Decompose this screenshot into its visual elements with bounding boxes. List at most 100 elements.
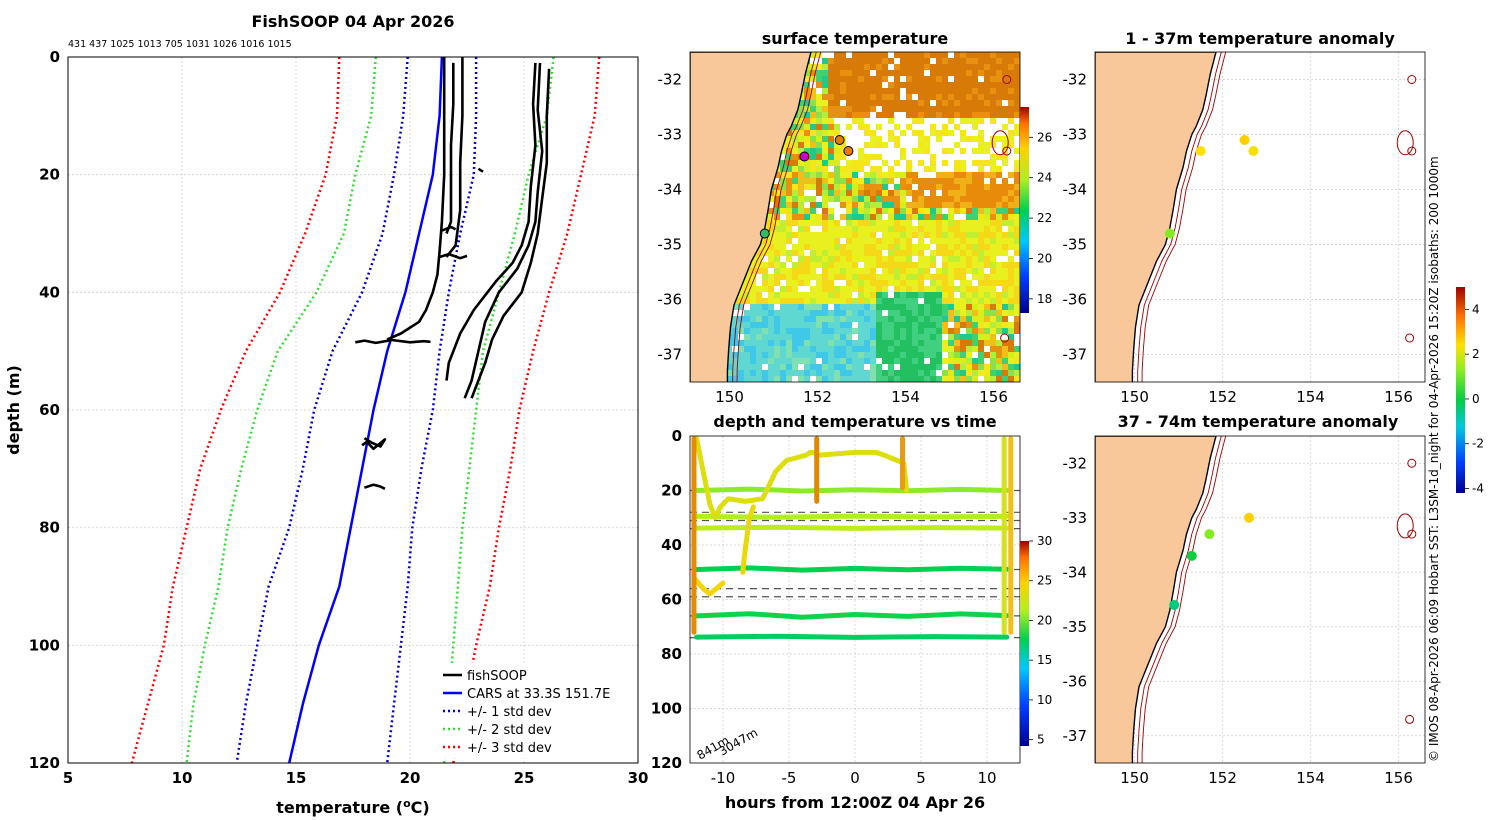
sst-cell	[954, 310, 960, 316]
sst-cell	[816, 334, 822, 340]
sst-cell	[834, 370, 840, 376]
sst-cell	[840, 286, 846, 292]
sst-cell	[762, 310, 768, 316]
sst-cell	[966, 286, 972, 292]
sst-cell	[912, 58, 918, 64]
sst-cell	[954, 118, 960, 124]
sst-cell	[978, 358, 984, 364]
temperature-track	[694, 611, 1010, 620]
sst-cell	[924, 256, 930, 262]
sst-cell	[774, 244, 780, 250]
sst-cell	[816, 130, 822, 136]
sst-cell	[786, 262, 792, 268]
sst-cell	[972, 112, 978, 118]
sst-cell	[990, 160, 996, 166]
sst-cell	[846, 274, 852, 280]
sst-cell	[1002, 280, 1008, 286]
sst-cell	[894, 286, 900, 292]
y-tick-label: 40	[661, 536, 682, 554]
sst-cell	[936, 328, 942, 334]
sst-cell	[1014, 64, 1020, 70]
sst-cell	[924, 82, 930, 88]
sst-cell	[978, 262, 984, 268]
y-tick-label: 100	[651, 700, 682, 718]
sst-cell	[852, 346, 858, 352]
sst-cell	[936, 64, 942, 70]
sst-cell	[834, 334, 840, 340]
sst-cell	[852, 376, 858, 382]
sst-cell	[912, 316, 918, 322]
sst-cell	[768, 226, 774, 232]
sst-cell	[774, 274, 780, 280]
sst-cell	[816, 190, 822, 196]
sst-cell	[888, 304, 894, 310]
x-tick-label: -10	[711, 769, 736, 787]
sst-cell	[984, 364, 990, 370]
sst-cell	[966, 130, 972, 136]
sst-cell	[780, 298, 786, 304]
time-xlabel: hours from 12:00Z 04 Apr 26	[725, 793, 985, 812]
sst-cell	[978, 154, 984, 160]
bathy-label-3047: 3047m	[717, 725, 761, 758]
sst-cell	[816, 100, 822, 106]
sst-cell	[834, 322, 840, 328]
sst-cell	[954, 292, 960, 298]
sst-cell	[966, 70, 972, 76]
sst-cell	[768, 376, 774, 382]
sst-cell	[996, 244, 1002, 250]
sst-cell	[834, 160, 840, 166]
sst-cell	[900, 154, 906, 160]
sst-cell	[906, 346, 912, 352]
sst-cell	[870, 316, 876, 322]
sst-cell	[930, 358, 936, 364]
sst-cell	[846, 292, 852, 298]
sst-cell	[1014, 238, 1020, 244]
sst-cell	[990, 340, 996, 346]
sst-cell	[924, 220, 930, 226]
sst-cell	[846, 94, 852, 100]
sst-cell	[846, 184, 852, 190]
sst-cell	[996, 370, 1002, 376]
sst-cell	[810, 262, 816, 268]
sst-cell	[852, 286, 858, 292]
sst-cell	[888, 64, 894, 70]
sst-cell	[852, 238, 858, 244]
sst-cell	[810, 64, 816, 70]
sst-cell	[1002, 154, 1008, 160]
sst-cell	[732, 310, 738, 316]
sst-cell	[750, 334, 756, 340]
sst-cell	[1014, 292, 1020, 298]
sst-cell	[774, 256, 780, 262]
sst-cell	[750, 274, 756, 280]
sst-cell	[960, 268, 966, 274]
sst-cell	[870, 214, 876, 220]
sst-cell	[960, 220, 966, 226]
sst-cell	[822, 58, 828, 64]
temperature-track	[694, 486, 1010, 494]
sst-cell	[726, 376, 732, 382]
sst-cell	[744, 358, 750, 364]
sst-cell	[858, 376, 864, 382]
sst-cell	[852, 166, 858, 172]
sst-cell	[864, 130, 870, 136]
sst-cell	[900, 172, 906, 178]
sst-cell	[978, 124, 984, 130]
sst-cell	[960, 184, 966, 190]
sst-cell	[948, 208, 954, 214]
sst-cell	[816, 76, 822, 82]
sst-cell	[960, 106, 966, 112]
x-tick-label: 15	[286, 769, 307, 787]
sst-cell	[786, 172, 792, 178]
sst-cell	[960, 178, 966, 184]
sst-cell	[876, 262, 882, 268]
sst-cell	[990, 346, 996, 352]
sst-cell	[906, 64, 912, 70]
sst-cell	[804, 238, 810, 244]
sst-cell	[732, 340, 738, 346]
sst-cell	[864, 88, 870, 94]
sst-cell	[780, 160, 786, 166]
sst-cell	[756, 328, 762, 334]
sst-cell	[942, 334, 948, 340]
sst-cell	[960, 58, 966, 64]
sst-cell	[798, 232, 804, 238]
